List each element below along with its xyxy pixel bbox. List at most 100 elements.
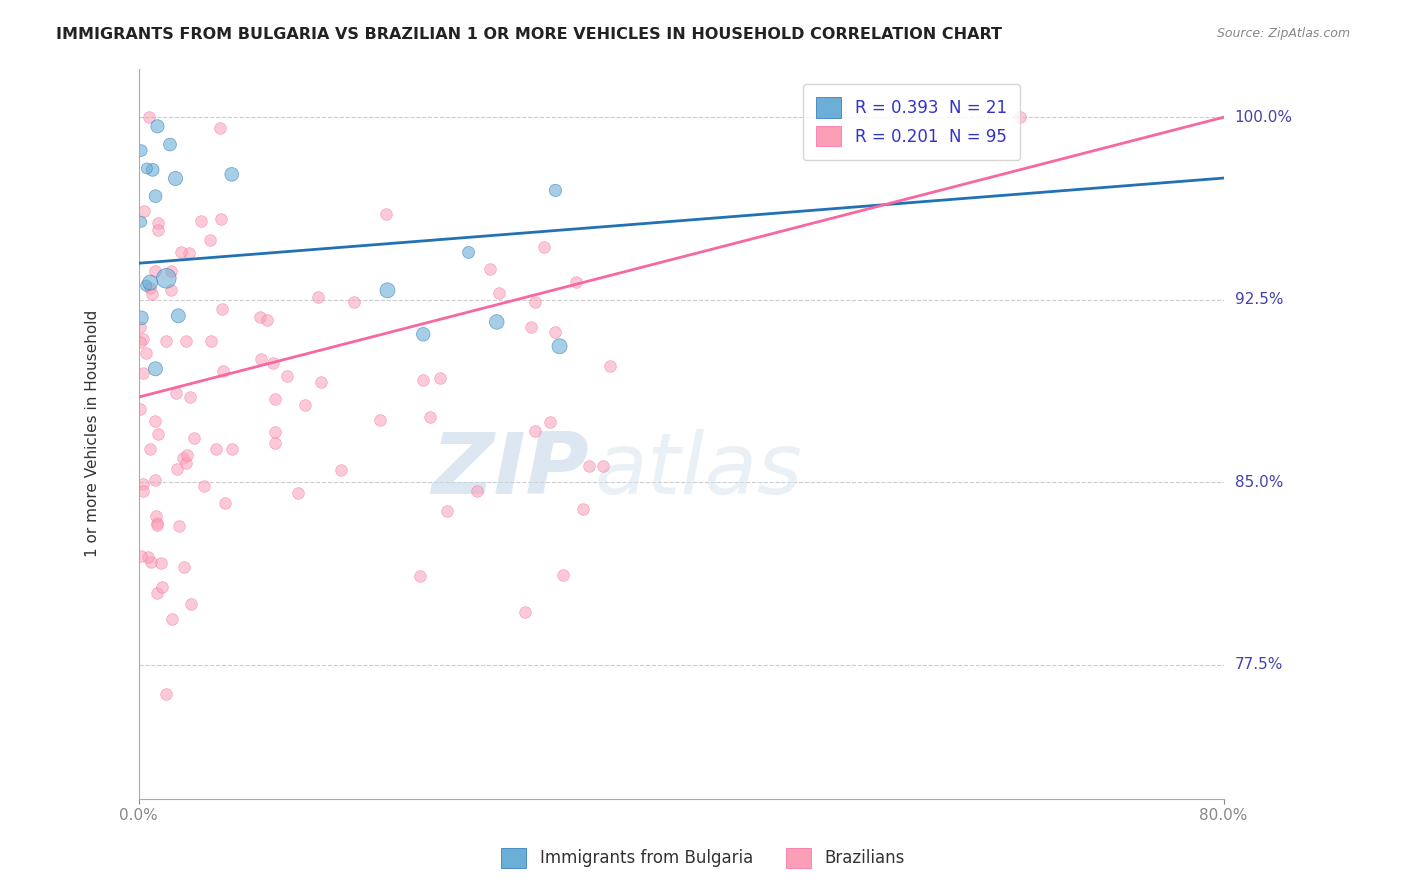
Point xyxy=(368,412,391,426)
Point xyxy=(287,486,309,500)
Point xyxy=(544,183,567,197)
Point xyxy=(129,320,152,334)
Point xyxy=(132,366,155,380)
Point xyxy=(139,442,162,456)
Point xyxy=(412,373,434,387)
Point xyxy=(211,302,233,317)
Point xyxy=(146,586,169,600)
Point xyxy=(592,459,614,474)
Point xyxy=(170,245,193,260)
Point xyxy=(409,569,432,583)
Text: 100.0%: 100.0% xyxy=(1234,110,1292,125)
Point xyxy=(262,356,284,370)
Point xyxy=(145,508,167,523)
Point xyxy=(166,462,188,476)
Point xyxy=(159,263,181,277)
Point xyxy=(173,560,195,574)
Point xyxy=(132,203,155,218)
Point xyxy=(167,309,190,323)
Point xyxy=(221,167,243,181)
Point xyxy=(465,483,488,498)
Point xyxy=(172,450,194,465)
Text: 92.5%: 92.5% xyxy=(1234,293,1284,307)
Point xyxy=(183,431,205,445)
Legend: R = 0.393  N = 21, R = 0.201  N = 95: R = 0.393 N = 21, R = 0.201 N = 95 xyxy=(803,84,1019,160)
Point xyxy=(524,294,547,309)
Point xyxy=(488,286,510,301)
Point xyxy=(429,371,451,385)
Point xyxy=(342,295,364,310)
Point xyxy=(264,436,287,450)
Point xyxy=(572,501,595,516)
Point xyxy=(250,351,273,366)
Point xyxy=(129,144,152,158)
Point xyxy=(131,483,153,498)
Text: ZIP: ZIP xyxy=(432,429,589,512)
Point xyxy=(135,345,157,359)
Point xyxy=(146,516,169,531)
Legend: Immigrants from Bulgaria, Brazilians: Immigrants from Bulgaria, Brazilians xyxy=(495,841,911,875)
Point xyxy=(294,398,316,412)
Point xyxy=(174,334,197,349)
Point xyxy=(129,549,152,563)
Point xyxy=(145,189,167,203)
Point xyxy=(307,290,329,304)
Point xyxy=(177,245,200,260)
Point xyxy=(150,580,173,594)
Point xyxy=(533,240,555,254)
Point xyxy=(221,442,243,456)
Text: atlas: atlas xyxy=(595,429,803,512)
Point xyxy=(146,517,169,532)
Point xyxy=(599,359,621,373)
Point xyxy=(148,426,170,441)
Point xyxy=(146,216,169,230)
Point xyxy=(141,286,163,301)
Point xyxy=(190,214,212,228)
Point xyxy=(212,364,235,378)
Point xyxy=(180,597,202,611)
Point xyxy=(155,334,177,349)
Text: Source: ZipAtlas.com: Source: ZipAtlas.com xyxy=(1216,27,1350,40)
Point xyxy=(198,233,221,247)
Point xyxy=(276,369,298,384)
Point xyxy=(146,120,169,134)
Point xyxy=(457,245,479,260)
Point xyxy=(155,271,177,285)
Point xyxy=(138,281,160,295)
Point xyxy=(419,410,441,425)
Point xyxy=(135,161,157,176)
Point xyxy=(205,442,228,456)
Point xyxy=(146,223,169,237)
Point xyxy=(136,549,159,564)
Point xyxy=(143,474,166,488)
Point xyxy=(167,519,190,533)
Point xyxy=(519,320,541,334)
Point xyxy=(129,215,152,229)
Point xyxy=(478,261,501,276)
Point xyxy=(553,567,575,582)
Point xyxy=(135,278,157,293)
Point xyxy=(149,556,172,570)
Point xyxy=(129,401,152,416)
Point xyxy=(142,162,165,177)
Point xyxy=(544,325,567,339)
Point xyxy=(578,459,600,474)
Point xyxy=(330,462,353,476)
Point xyxy=(565,275,588,289)
Point xyxy=(436,503,458,517)
Point xyxy=(143,264,166,278)
Point xyxy=(145,361,167,376)
Point xyxy=(256,313,278,327)
Point xyxy=(193,479,215,493)
Point xyxy=(1010,110,1032,124)
Point xyxy=(524,424,547,438)
Point xyxy=(155,687,177,701)
Text: 77.5%: 77.5% xyxy=(1234,657,1282,673)
Point xyxy=(513,605,536,619)
Point xyxy=(160,612,183,626)
Text: 85.0%: 85.0% xyxy=(1234,475,1282,490)
Point xyxy=(538,415,561,429)
Point xyxy=(132,332,155,346)
Point xyxy=(214,496,236,510)
Point xyxy=(309,376,332,390)
